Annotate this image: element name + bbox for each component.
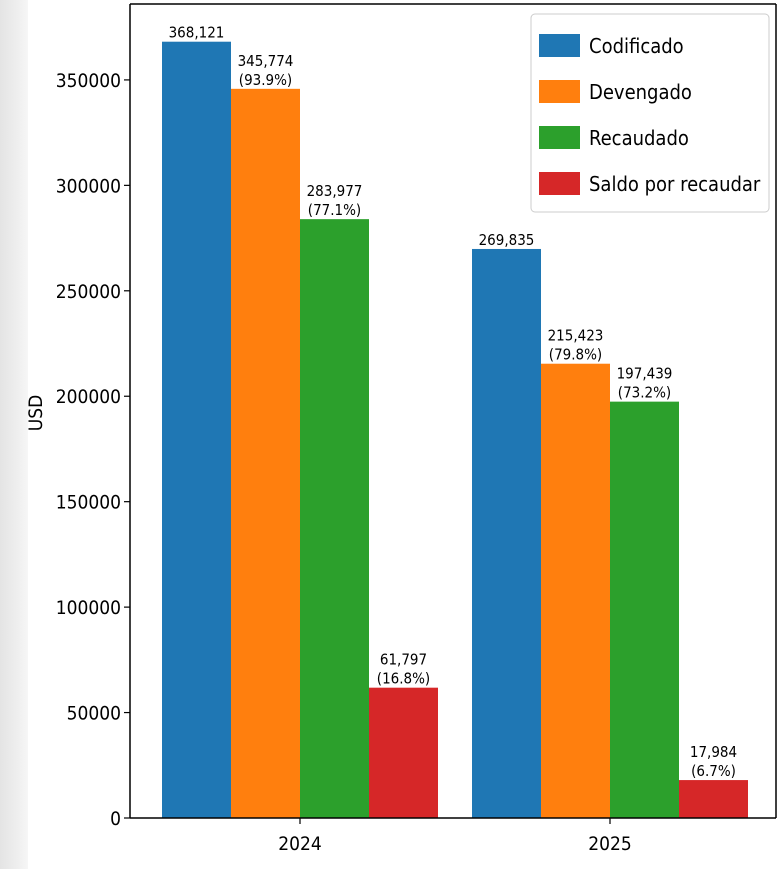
data-label: 269,835: [479, 231, 535, 249]
bars-layer: [162, 41, 748, 819]
left-background-strip: [0, 0, 28, 869]
y-tick-label: 350000: [56, 70, 121, 92]
data-label: 197,439 (73.2%): [617, 365, 673, 402]
legend-label: Saldo por recaudar: [589, 172, 761, 196]
legend: Codificado Devengado Recaudado Saldo por re…: [530, 13, 770, 213]
axes-layer: 0 50000 100000 150000 200000 250000 300000 3500…: [56, 3, 777, 855]
bar-devengado-2025: [541, 363, 610, 818]
bar-recaudado-2024: [300, 219, 369, 818]
bar-codificado-2024: [162, 41, 231, 819]
legend-box: [530, 13, 770, 213]
data-labels-layer: 368,121 269,835 345,774 (93.9%) 215,423 (79.8…: [169, 24, 738, 780]
legend-swatch: [539, 126, 580, 149]
bar-saldo-por-recaudar-2025: [679, 780, 748, 818]
y-tick-label: 100000: [56, 597, 121, 619]
data-label: 215,423 (79.8%): [548, 327, 604, 364]
y-tick-label: 50000: [67, 703, 121, 725]
legend-label: Codificado: [589, 34, 684, 58]
bar-saldo-por-recaudar-2024: [369, 687, 438, 818]
x-tick-label: 2024: [278, 833, 322, 855]
legend-label: Recaudado: [589, 126, 689, 150]
bar-devengado-2024: [231, 88, 300, 818]
bar-recaudado-2025: [610, 401, 679, 818]
legend-label: Devengado: [589, 80, 692, 104]
y-tick-label: 150000: [56, 492, 121, 514]
x-tick-label: 2025: [588, 833, 632, 855]
y-tick-label: 300000: [56, 175, 121, 197]
y-tick-label: 250000: [56, 281, 121, 303]
data-label: 61,797 (16.8%): [377, 651, 430, 688]
legend-swatch: [539, 34, 580, 57]
data-label: 345,774 (93.9%): [238, 52, 294, 89]
y-tick-label: 200000: [56, 386, 121, 408]
y-axis-label: USD: [25, 395, 47, 432]
data-label: 17,984 (6.7%): [690, 743, 737, 780]
data-label: 283,977 (77.1%): [307, 182, 363, 219]
bar-codificado-2025: [472, 248, 541, 818]
y-tick-label: 0: [110, 808, 121, 830]
data-label: 368,121: [169, 24, 225, 42]
legend-swatch: [539, 172, 580, 195]
legend-swatch: [539, 80, 580, 103]
